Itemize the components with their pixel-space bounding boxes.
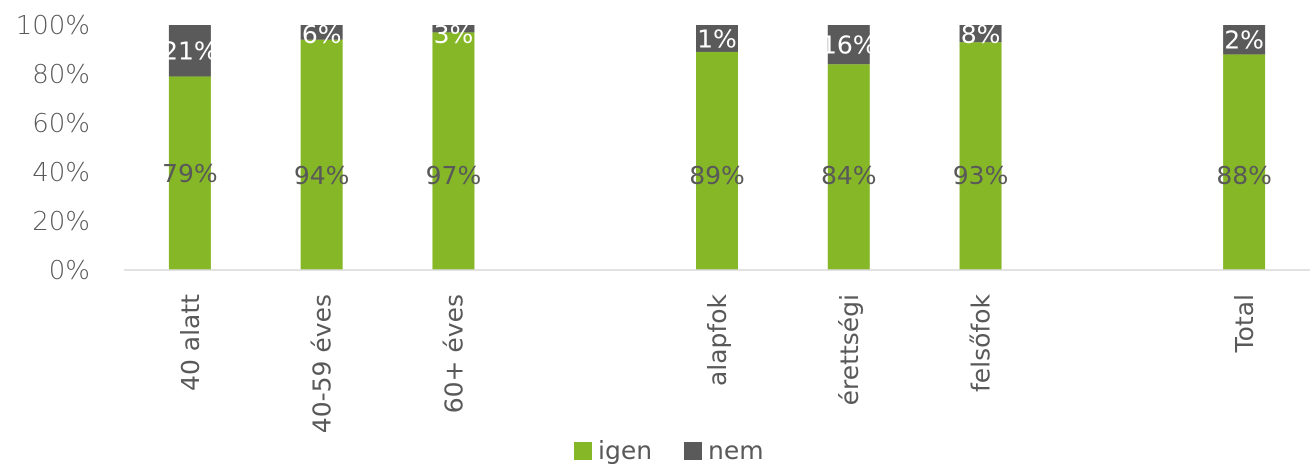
x-tick-label: 60+ éves bbox=[439, 294, 468, 413]
bar-igen bbox=[168, 76, 211, 270]
bar-igen bbox=[827, 64, 870, 270]
bar-nem bbox=[168, 25, 211, 77]
x-tick-label: Total bbox=[1230, 294, 1259, 353]
bar-nem bbox=[300, 25, 343, 40]
data-label-nem: 8% bbox=[961, 20, 1001, 49]
bar-igen bbox=[959, 42, 1002, 271]
data-label-igen: 79% bbox=[162, 159, 218, 188]
y-tick-label: 100% bbox=[16, 11, 90, 41]
bar-nem bbox=[432, 25, 475, 33]
data-label-nem: 21% bbox=[162, 37, 218, 66]
legend-swatch-igen bbox=[574, 442, 592, 460]
bar-nem bbox=[696, 25, 738, 52]
y-tick-label: 40% bbox=[32, 158, 90, 188]
data-label-igen: 89% bbox=[689, 161, 745, 190]
bar-igen bbox=[696, 51, 738, 271]
x-tick-label: felsőfok bbox=[967, 293, 996, 392]
x-tick-label: érettségi bbox=[835, 294, 864, 405]
data-label-nem: 16% bbox=[821, 31, 877, 60]
bar-nem bbox=[959, 25, 1002, 43]
y-axis: 0% 20% 40% 60% 80% 100% bbox=[16, 11, 90, 286]
bars bbox=[168, 25, 1266, 271]
data-label-igen: 84% bbox=[821, 161, 877, 190]
y-tick-label: 60% bbox=[32, 109, 90, 139]
data-label-nem: 6% bbox=[302, 20, 342, 49]
legend-label-nem: nem bbox=[708, 436, 764, 465]
bar-igen bbox=[432, 32, 475, 270]
y-tick-label: 0% bbox=[49, 256, 90, 286]
y-tick-label: 80% bbox=[32, 60, 90, 90]
legend-label-igen: igen bbox=[598, 436, 652, 465]
x-axis: 40 alatt 40-59 éves 60+ éves alapfok érettsé… bbox=[124, 269, 1310, 433]
bar-igen bbox=[300, 39, 343, 271]
data-label-igen: 93% bbox=[953, 161, 1009, 190]
data-label-nem: 2% bbox=[1224, 26, 1264, 55]
data-label-nem: 3% bbox=[434, 20, 474, 49]
legend-swatch-nem bbox=[684, 442, 702, 460]
x-tick-label: 40 alatt bbox=[176, 294, 205, 391]
legend: igen nem bbox=[574, 436, 764, 465]
y-tick-label: 20% bbox=[32, 207, 90, 237]
data-label-igen: 97% bbox=[426, 161, 482, 190]
bar-igen bbox=[1223, 54, 1266, 271]
data-label-igen: 94% bbox=[294, 161, 350, 190]
x-tick-label: 40-59 éves bbox=[308, 294, 337, 433]
data-label-nem: 1% bbox=[697, 24, 737, 53]
data-label-igen: 88% bbox=[1216, 161, 1272, 190]
data-labels: 79% 21% 94% 6% 97% 3% 89% 1% 84% 16% 93% 8% 88% 2% bbox=[162, 20, 1272, 190]
bar-nem bbox=[1223, 25, 1266, 55]
x-tick-label: alapfok bbox=[703, 293, 732, 386]
bar-nem bbox=[827, 25, 870, 65]
